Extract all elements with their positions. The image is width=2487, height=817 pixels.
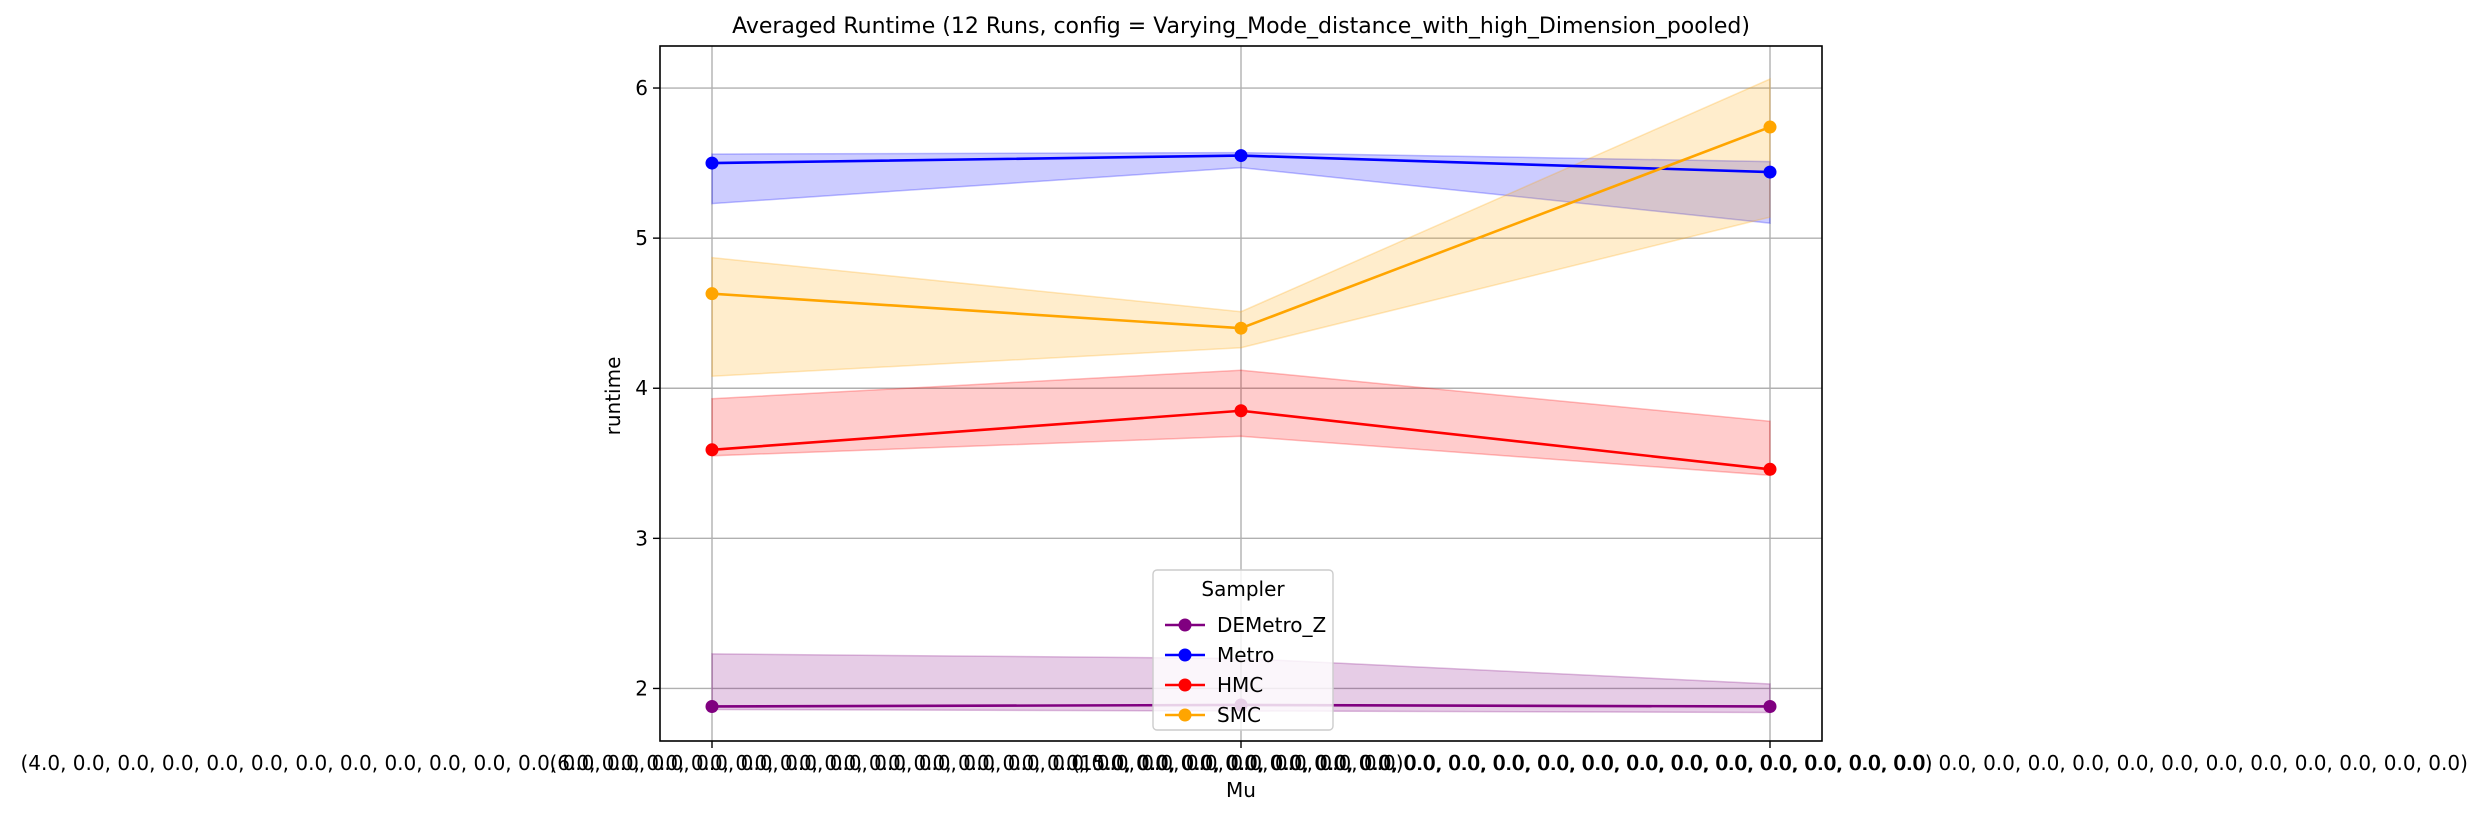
legend-label: DEMetro_Z	[1217, 613, 1326, 637]
y-tick-label: 4	[635, 376, 648, 400]
y-tick-label: 3	[635, 526, 648, 550]
legend-marker	[1178, 648, 1192, 662]
legend: Sampler DEMetro_Z Metro HMC SMC	[1152, 569, 1334, 731]
axis-ticks: 2 3 4 5 6 (4.0, 0.0, 0.0, 0.0, 0.0, 0.0, 0.0,…	[20, 76, 2467, 775]
data-point	[1234, 149, 1248, 163]
x-axis-label: Mu	[1226, 778, 1256, 802]
data-point	[705, 443, 719, 457]
legend-marker	[1178, 708, 1192, 722]
legend-title: Sampler	[1201, 577, 1285, 601]
data-point	[705, 287, 719, 301]
x-tick-label: (6.0, 0.0, 0.0, 0.0, 0.0, 0.0, 0.0, 0.0,…	[549, 751, 1932, 775]
legend-marker	[1178, 678, 1192, 692]
confidence-band	[711, 77, 1771, 378]
data-point	[1763, 120, 1777, 134]
y-tick-label: 5	[635, 226, 648, 250]
chart-title: Averaged Runtime (12 Runs, config = Vary…	[732, 14, 1750, 39]
y-tick-label: 6	[635, 76, 648, 100]
data-point	[1763, 165, 1777, 179]
legend-label: Metro	[1217, 643, 1274, 667]
legend-label: HMC	[1217, 673, 1263, 697]
data-point	[1763, 699, 1777, 713]
y-axis-label: runtime	[601, 357, 625, 436]
legend-marker	[1178, 618, 1192, 632]
legend-frame	[1152, 569, 1334, 731]
data-point	[705, 699, 719, 713]
legend-label: SMC	[1217, 703, 1261, 727]
y-tick-label: 2	[635, 676, 648, 700]
data-point	[705, 156, 719, 170]
data-point	[1234, 404, 1248, 418]
x-tick-label: (15.0, 0.0, 0.0, 0.0, 0.0, 0.0, 0.0, 0.0…	[1072, 751, 2468, 775]
data-point	[1763, 462, 1777, 476]
x-tick-label: (4.0, 0.0, 0.0, 0.0, 0.0, 0.0, 0.0, 0.0,…	[20, 751, 1403, 775]
data-point	[1234, 321, 1248, 335]
